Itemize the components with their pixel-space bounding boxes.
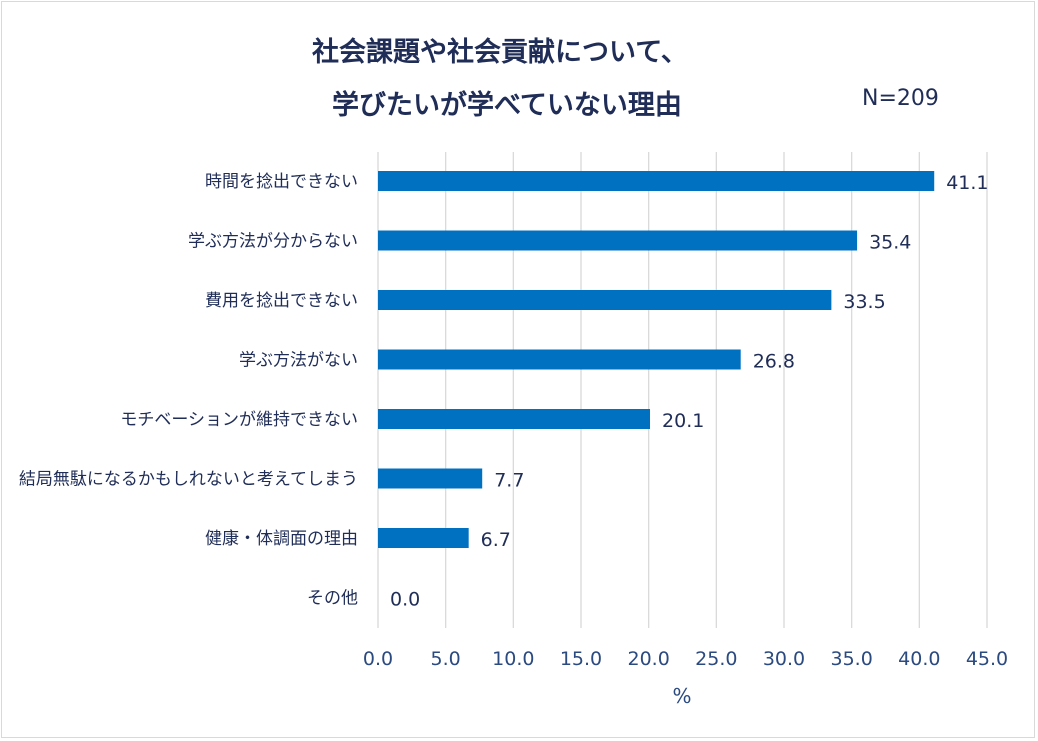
chart-title-line-1: 社会課題や社会貢献について、 <box>312 37 688 68</box>
data-label: 35.4 <box>869 232 911 254</box>
x-tick-label: 30.0 <box>763 648 805 670</box>
bar <box>378 409 651 429</box>
category-label: 時間を捻出できない <box>205 172 358 192</box>
chart-title-line-2: 学びたいが学べていない理由 <box>332 90 682 121</box>
bar <box>378 528 469 548</box>
x-tick-label: 5.0 <box>431 648 461 670</box>
x-tick-label: 40.0 <box>898 648 940 670</box>
bar <box>378 349 741 370</box>
x-tick-label: 45.0 <box>966 648 1008 670</box>
data-label: 6.7 <box>481 529 511 551</box>
sample-size-label: N=209 <box>862 86 939 111</box>
data-label: 33.5 <box>843 291 885 313</box>
category-label: その他 <box>307 589 358 609</box>
x-tick-label: 20.0 <box>628 648 670 670</box>
x-tick-label: 10.0 <box>492 648 534 670</box>
category-label: 費用を捻出できない <box>205 291 358 311</box>
data-label: 20.1 <box>662 410 704 432</box>
data-label: 41.1 <box>946 172 988 194</box>
x-tick-label: 15.0 <box>560 648 602 670</box>
category-label: モチベーションが維持できない <box>120 410 358 430</box>
bar <box>378 290 832 310</box>
category-label: 学ぶ方法が分からない <box>188 232 358 252</box>
category-label: 学ぶ方法がない <box>239 351 358 371</box>
category-label: 結局無駄になるかもしれないと考えてしまう <box>19 470 358 490</box>
x-axis-title: % <box>672 684 691 708</box>
data-label: 26.8 <box>753 351 795 373</box>
bar <box>378 171 935 191</box>
bar <box>378 230 858 251</box>
data-label: 7.7 <box>494 470 524 492</box>
category-label: 健康・体調面の理由 <box>205 529 358 549</box>
x-tick-label: 0.0 <box>363 648 393 670</box>
bar <box>378 468 483 489</box>
data-label: 0.0 <box>390 589 420 611</box>
x-tick-label: 35.0 <box>831 648 873 670</box>
x-tick-label: 25.0 <box>695 648 737 670</box>
